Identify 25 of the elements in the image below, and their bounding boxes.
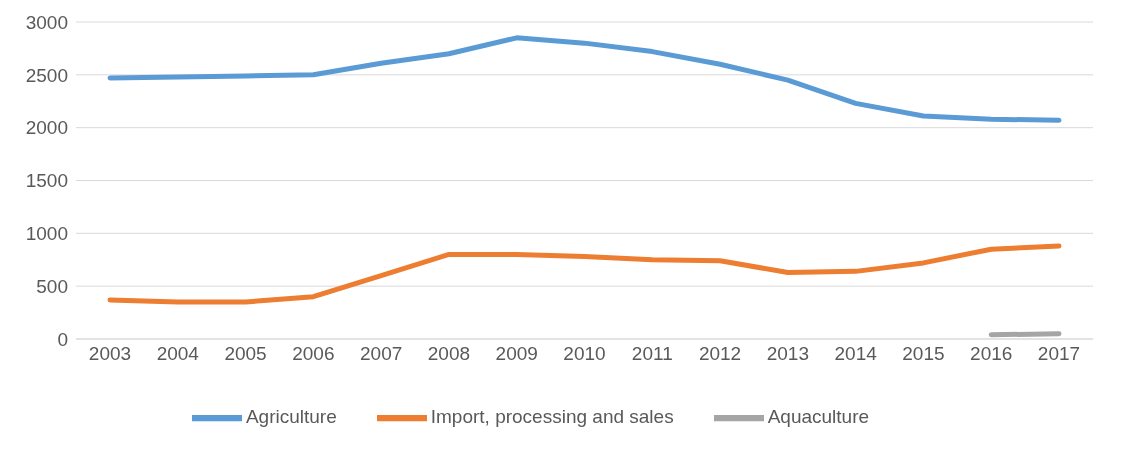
x-tick-label: 2009 [495,343,538,365]
y-tick-label: 1000 [25,223,68,245]
x-tick-label: 2010 [563,343,606,365]
x-tick-label: 2012 [698,343,742,365]
x-tick-label: 2004 [156,343,200,365]
legend-label: Import, processing and sales [430,406,674,428]
x-tick-label: 2016 [970,343,1013,365]
x-tick-label: 2005 [224,343,267,365]
x-tick-label: 2006 [292,343,335,365]
x-tick-label: 2015 [902,343,945,365]
y-tick-label: 0 [57,328,68,350]
x-tick-label: 2013 [766,343,809,365]
x-tick-label: 2008 [427,343,471,365]
y-tick-label: 500 [36,275,68,297]
x-tick-label: 2003 [88,343,132,365]
y-tick-label: 1500 [25,170,68,192]
x-tick-label: 2017 [1037,343,1081,365]
x-tick-label: 2011 [631,343,673,365]
y-tick-label: 2000 [25,117,68,139]
legend-label: Agriculture [245,406,337,428]
y-tick-label: 2500 [25,64,68,86]
x-tick-label: 2014 [834,343,878,365]
x-tick-label: 2007 [360,343,403,365]
legend-label: Aquaculture [767,406,870,428]
y-tick-label: 3000 [25,11,68,33]
